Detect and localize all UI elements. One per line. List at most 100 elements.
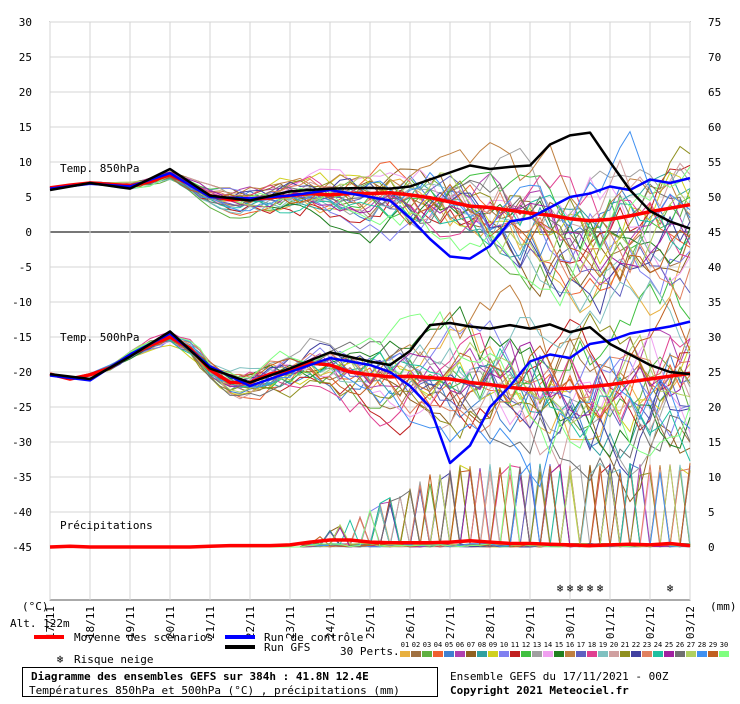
pert-number: 23 — [643, 641, 651, 649]
x-tick-label: 18/11 — [84, 606, 97, 639]
pert-swatch — [477, 651, 487, 657]
t500-label: Temp. 500hPa — [60, 331, 139, 344]
precip-tick-label: 15 — [708, 436, 721, 449]
series-run-gfs-t500 — [49, 321, 691, 384]
left-tick-label: -25 — [12, 401, 32, 414]
left-tick-label: 30 — [19, 16, 32, 29]
pert-swatch — [565, 651, 575, 657]
pert-swatch — [543, 651, 553, 657]
left-axis-unit: (°C) — [22, 600, 49, 613]
x-tick-label: 01/12 — [604, 606, 617, 639]
pert-number: 25 — [665, 641, 673, 649]
chart-subtitle: Températures 850hPa et 500hPa (°C) , pré… — [29, 684, 400, 697]
pert-swatch — [499, 651, 509, 657]
pert-swatch — [554, 651, 564, 657]
right-tick-label: 45 — [708, 226, 721, 239]
left-tick-label: 5 — [25, 191, 32, 204]
pert-swatch — [521, 651, 531, 657]
x-tick-label: 23/11 — [284, 606, 297, 639]
pert-number: 18 — [588, 641, 596, 649]
right-tick-label: 20 — [708, 401, 721, 414]
pert-number: 21 — [621, 641, 629, 649]
pert-swatch — [664, 651, 674, 657]
left-tick-label: -15 — [12, 331, 32, 344]
pert-swatch — [532, 651, 542, 657]
legend-snow-label: Risque neige — [74, 653, 153, 666]
legend-mean-label: Moyenne des scénarios — [74, 631, 213, 644]
series-run-de-contr-le-t500 — [49, 320, 691, 465]
snow-icon: ❄ — [57, 653, 64, 666]
precip-tick-label: 0 — [708, 541, 715, 554]
precip-tick-label: 10 — [708, 471, 721, 484]
x-tick-label: 27/11 — [444, 606, 457, 639]
right-tick-label: 70 — [708, 51, 721, 64]
pert-number: 13 — [533, 641, 541, 649]
left-tick-label: 10 — [19, 156, 32, 169]
left-tick-label: 15 — [19, 121, 32, 134]
series-run-de-contr-le-t850 — [49, 171, 691, 260]
snow-risk-icon: ❄ — [577, 582, 584, 595]
axes: 302520151050-5-10-15-20-25-30-35-40-4517… — [10, 16, 737, 666]
pert-number: 27 — [687, 641, 695, 649]
x-tick-label: 20/11 — [164, 606, 177, 639]
pert-swatch — [466, 651, 476, 657]
right-tick-label: 65 — [708, 86, 721, 99]
info-box: Diagramme des ensembles GEFS sur 384h : … — [22, 667, 438, 697]
precip-tick-label: 5 — [708, 506, 715, 519]
right-tick-label: 40 — [708, 261, 721, 274]
pert-swatch — [719, 651, 729, 657]
pert-number: 03 — [423, 641, 431, 649]
pert-swatch — [620, 651, 630, 657]
pert-swatch — [411, 651, 421, 657]
pert-swatch — [708, 651, 718, 657]
x-tick-label: 21/11 — [204, 606, 217, 639]
right-tick-label: 75 — [708, 16, 721, 29]
snow-risk-icon: ❄ — [667, 582, 674, 595]
pert-number: 09 — [489, 641, 497, 649]
pert-number: 06 — [456, 641, 464, 649]
x-tick-label: 28/11 — [484, 606, 497, 639]
grid — [49, 21, 691, 601]
pert-swatch — [653, 651, 663, 657]
snow-risk-icon: ❄ — [587, 582, 594, 595]
pert-number: 16 — [566, 641, 574, 649]
x-tick-label: 30/11 — [564, 606, 577, 639]
legend-gfs-label: Run GFS — [264, 641, 310, 654]
pert-swatch — [455, 651, 465, 657]
left-tick-label: -5 — [19, 261, 32, 274]
right-axis-unit: (mm) — [710, 600, 737, 613]
pert-number: 07 — [467, 641, 475, 649]
series-moyenne-pr-cipitations-mm- — [49, 538, 691, 549]
pert-swatch — [686, 651, 696, 657]
ensemble-member-t850 — [49, 177, 691, 304]
pert-swatch — [598, 651, 608, 657]
right-tick-label: 25 — [708, 366, 721, 379]
pert-swatch — [576, 651, 586, 657]
snow-risk-icon: ❄ — [557, 582, 564, 595]
legend-control-label: Run de contrôle — [264, 631, 363, 644]
pert-number: 10 — [500, 641, 508, 649]
left-tick-label: 20 — [19, 86, 32, 99]
pert-number: 01 — [401, 641, 409, 649]
series-moyenne-t500 — [49, 335, 691, 392]
legend-perts-label: 30 Perts. — [340, 645, 400, 658]
pert-swatch — [400, 651, 410, 657]
x-tick-label: 26/11 — [404, 606, 417, 639]
x-tick-label: 19/11 — [124, 606, 137, 639]
pert-swatch — [697, 651, 707, 657]
pert-swatch — [488, 651, 498, 657]
pert-swatch — [675, 651, 685, 657]
pert-number: 22 — [632, 641, 640, 649]
copyright: Copyright 2021 Meteociel.fr — [450, 684, 629, 697]
pert-swatch — [433, 651, 443, 657]
pert-swatch — [631, 651, 641, 657]
run-label: Ensemble GEFS du 17/11/2021 - 00Z — [450, 670, 669, 683]
right-tick-label: 60 — [708, 121, 721, 134]
left-tick-label: 25 — [19, 51, 32, 64]
precip-label: Précipitations — [60, 519, 153, 532]
snow-risk-icon: ❄ — [597, 582, 604, 595]
right-tick-label: 50 — [708, 191, 721, 204]
left-tick-label: -20 — [12, 366, 32, 379]
right-tick-label: 55 — [708, 156, 721, 169]
